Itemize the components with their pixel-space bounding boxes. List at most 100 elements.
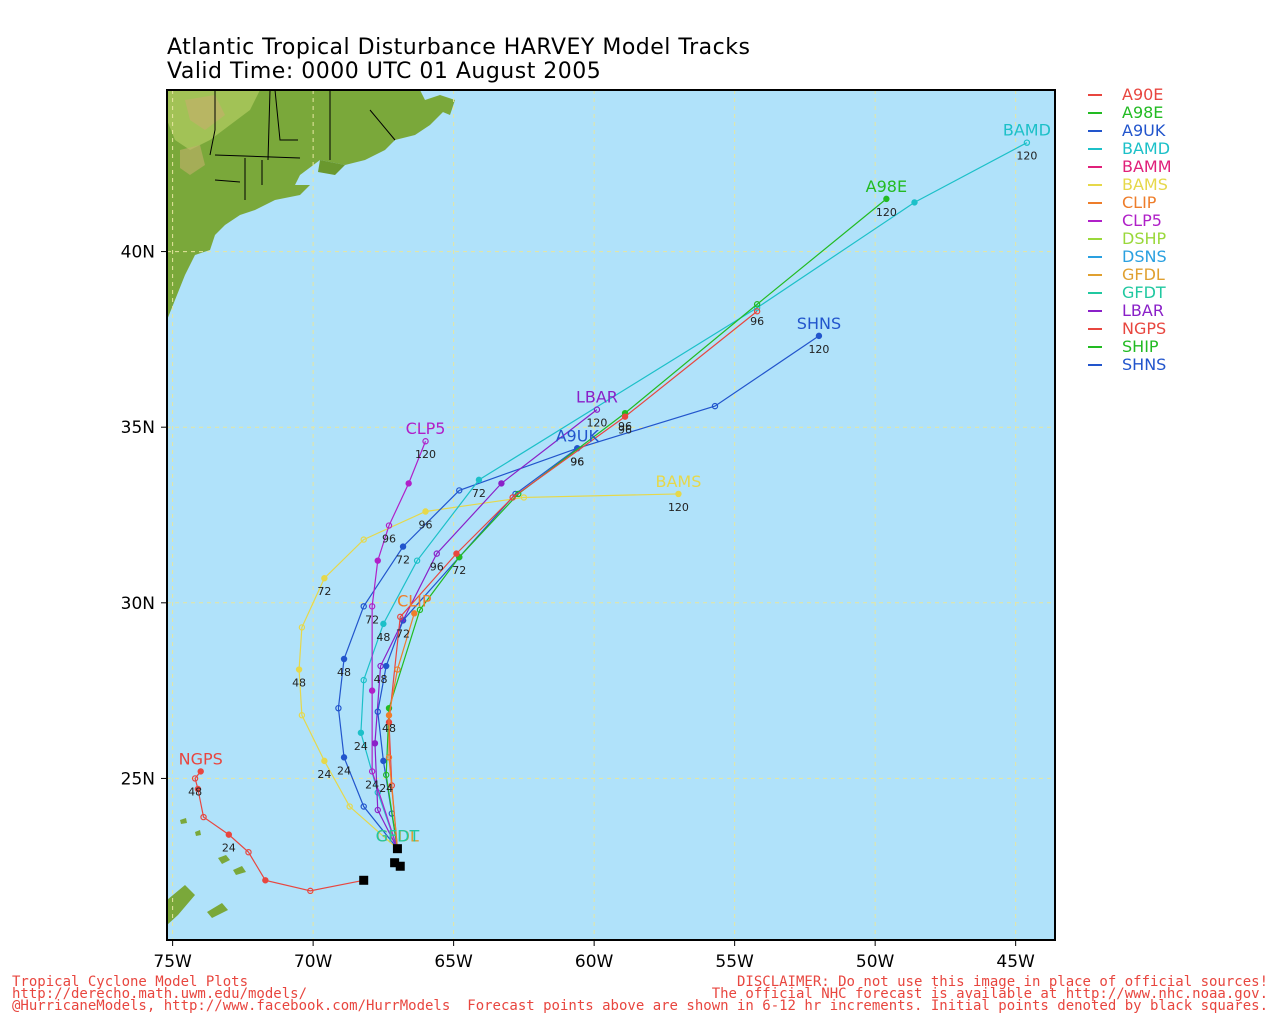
forecast-point — [380, 620, 387, 628]
track-labels: 2448NGPS24487296120BAMS24487296A9UK24487… — [179, 121, 1051, 855]
forecast-point — [307, 887, 314, 895]
legend-label: GFDT — [1122, 283, 1166, 302]
ocean-area — [167, 90, 1055, 940]
x-tick-label: 75W — [153, 952, 192, 972]
forecast-point — [225, 831, 233, 838]
legend-item: DSNS — [1088, 248, 1172, 266]
hour-label: 96 — [570, 455, 584, 468]
forecast-point — [422, 438, 429, 445]
model-legend: A90E A98E A9UK BAMD BAMM BAMS CLIP CLP5 DSHP DSNS… — [1088, 86, 1172, 374]
forecast-point — [194, 785, 202, 793]
forecast-point — [298, 712, 306, 719]
hour-label: 120 — [415, 448, 436, 461]
hour-label: 24 — [379, 782, 393, 795]
forecast-point — [433, 550, 440, 557]
hour-label: 72 — [472, 487, 486, 500]
x-tick-label: 65W — [434, 952, 473, 972]
legend-swatch — [1088, 184, 1102, 186]
initial-square — [395, 861, 405, 871]
hour-label: 96 — [382, 533, 396, 546]
model-label: SHNS — [797, 314, 841, 333]
forecast-point — [374, 557, 381, 564]
y-axis: 25N 30N 35N 40N — [121, 243, 167, 789]
hour-label: 120 — [1016, 150, 1037, 163]
hour-label: 72 — [365, 613, 379, 626]
hour-label: 96 — [618, 424, 632, 437]
legend-swatch — [1088, 364, 1102, 366]
legend-label: BAMM — [1122, 157, 1172, 176]
forecast-point — [411, 610, 418, 617]
legend-swatch — [1088, 310, 1102, 312]
track-clip — [385, 610, 418, 849]
forecast-point — [413, 557, 421, 564]
forecast-point — [520, 494, 528, 501]
legend-item: BAMD — [1088, 140, 1172, 158]
hour-label: 24 — [222, 842, 236, 855]
footer-left-line: http://derecho.math.uwm.edu/models/ — [12, 986, 308, 1002]
valid-time: Valid Time: 0000 UTC 01 August 2005 — [167, 59, 602, 84]
forecast-point — [368, 687, 376, 694]
legend-swatch — [1088, 256, 1102, 258]
legend-swatch — [1088, 148, 1102, 150]
forecast-point — [346, 803, 353, 810]
forecast-point — [368, 768, 376, 775]
hour-label: 24 — [365, 778, 379, 791]
model-label: GFDL — [376, 827, 419, 846]
forecast-point — [360, 676, 367, 684]
footer-right: DISCLAIMER: Do not use this image in pla… — [467, 974, 1268, 1013]
forecast-point — [385, 754, 393, 761]
legend-swatch — [1088, 220, 1102, 222]
legend-swatch — [1088, 112, 1102, 114]
legend-item: BAMM — [1088, 158, 1172, 176]
disclaimer-line: DISCLAIMER: Do not use this image in pla… — [736, 974, 1268, 990]
legend-label: NGPS — [1122, 319, 1167, 338]
legend-label: A90E — [1122, 85, 1164, 104]
track-line — [360, 142, 1028, 849]
y-tick-label: 35N — [121, 418, 155, 438]
hour-label: 24 — [354, 740, 368, 753]
legend-swatch — [1088, 238, 1102, 240]
legend-swatch — [1088, 274, 1102, 276]
forecast-point — [498, 480, 505, 487]
forecast-point — [883, 195, 890, 203]
hour-label: 72 — [396, 554, 410, 567]
forecast-point — [298, 624, 306, 631]
forecast-point — [200, 813, 207, 821]
hour-label: 96 — [618, 420, 632, 433]
hour-label: 48 — [337, 666, 351, 679]
model-label: BAMS — [655, 472, 701, 491]
map-title: Atlantic Tropical Disturbance HARVEY Mod… — [167, 35, 751, 60]
forecast-point — [711, 402, 719, 410]
forecast-point — [374, 708, 381, 715]
hour-label: 120 — [808, 343, 829, 356]
legend-item: SHNS — [1088, 356, 1172, 374]
legend-swatch — [1088, 292, 1102, 294]
hour-label: 72 — [452, 564, 466, 577]
legend-swatch — [1088, 94, 1102, 96]
forecast-point — [453, 550, 460, 557]
hour-label: 120 — [668, 501, 689, 514]
legend-label: CLIP — [1122, 193, 1157, 212]
model-label: A98E — [866, 177, 907, 196]
forecast-point — [385, 712, 393, 719]
track-line — [374, 409, 598, 849]
forecast-point — [382, 662, 390, 670]
legend-item: CLIP — [1088, 194, 1172, 212]
forecast-point — [340, 655, 348, 663]
forecast-point — [374, 806, 381, 814]
forecast-point — [593, 406, 601, 413]
forecast-point — [321, 757, 328, 765]
legend-swatch — [1088, 328, 1102, 330]
hour-label: 120 — [876, 206, 897, 219]
forecast-point — [380, 757, 387, 765]
y-tick-label: 25N — [121, 769, 155, 789]
legend-item: GFDT — [1088, 284, 1172, 302]
disclaimer-line: The official NHC forecast is available a… — [711, 986, 1268, 1002]
initial-square — [359, 875, 369, 885]
forecast-point — [397, 613, 404, 621]
forecast-point — [382, 771, 390, 779]
forecast-point — [360, 603, 367, 610]
map-frame — [166, 89, 1056, 941]
track-lbar — [371, 406, 601, 849]
forecast-point — [321, 575, 328, 582]
